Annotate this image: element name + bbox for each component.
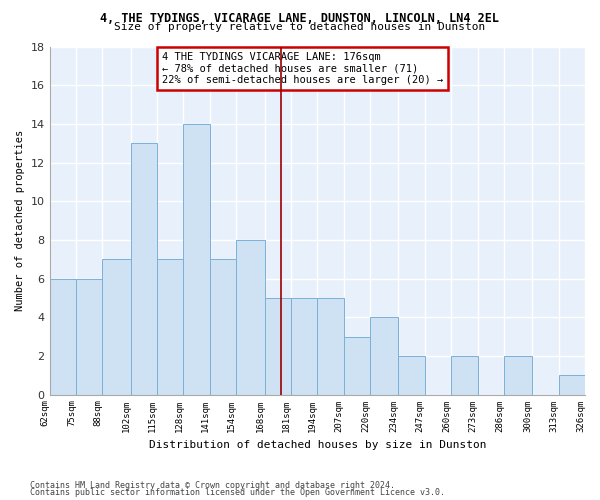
Bar bbox=[344, 336, 370, 394]
Bar bbox=[265, 298, 291, 394]
Bar bbox=[370, 317, 398, 394]
Bar bbox=[451, 356, 478, 395]
Bar bbox=[398, 356, 425, 395]
Bar bbox=[559, 375, 585, 394]
Bar bbox=[210, 259, 236, 394]
Bar bbox=[76, 278, 102, 394]
Text: Contains public sector information licensed under the Open Government Licence v3: Contains public sector information licen… bbox=[30, 488, 445, 497]
Bar bbox=[291, 298, 317, 394]
Text: 4 THE TYDINGS VICARAGE LANE: 176sqm
← 78% of detached houses are smaller (71)
22: 4 THE TYDINGS VICARAGE LANE: 176sqm ← 78… bbox=[162, 52, 443, 85]
Bar bbox=[317, 298, 344, 394]
Bar bbox=[102, 259, 131, 394]
Bar bbox=[184, 124, 210, 394]
Text: Contains HM Land Registry data © Crown copyright and database right 2024.: Contains HM Land Registry data © Crown c… bbox=[30, 480, 395, 490]
Text: 4, THE TYDINGS, VICARAGE LANE, DUNSTON, LINCOLN, LN4 2EL: 4, THE TYDINGS, VICARAGE LANE, DUNSTON, … bbox=[101, 12, 499, 26]
Y-axis label: Number of detached properties: Number of detached properties bbox=[15, 130, 25, 311]
Bar bbox=[131, 143, 157, 395]
Bar bbox=[236, 240, 265, 394]
X-axis label: Distribution of detached houses by size in Dunston: Distribution of detached houses by size … bbox=[149, 440, 486, 450]
Bar bbox=[504, 356, 532, 395]
Bar bbox=[50, 278, 76, 394]
Bar bbox=[157, 259, 184, 394]
Text: Size of property relative to detached houses in Dunston: Size of property relative to detached ho… bbox=[115, 22, 485, 32]
